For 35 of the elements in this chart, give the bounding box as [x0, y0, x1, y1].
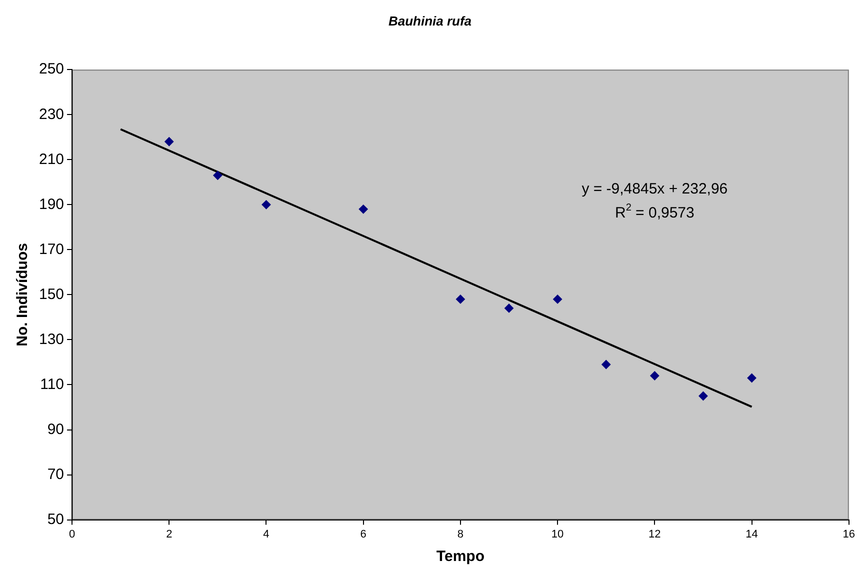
point — [456, 294, 465, 304]
point — [553, 294, 562, 304]
point — [213, 170, 222, 180]
y-tick-label: 50 — [47, 510, 64, 528]
y-tick-label: 170 — [38, 240, 64, 258]
point — [698, 391, 708, 400]
chart-title: Bauhinia rufa — [388, 13, 472, 28]
y-tick-label: 90 — [47, 420, 64, 438]
point — [164, 137, 174, 146]
point — [504, 304, 514, 313]
x-axis-title: Tempo — [436, 548, 484, 566]
x-tick-label: 16 — [842, 528, 856, 540]
point — [747, 373, 756, 382]
y-tick-label: 130 — [38, 330, 64, 348]
x-tick-label: 14 — [746, 528, 758, 540]
x-tick-label: 6 — [360, 528, 366, 540]
x-tick-label: 4 — [263, 528, 270, 540]
y-tick-label: 70 — [47, 466, 64, 483]
point — [358, 204, 368, 214]
x-tick-label: 10 — [551, 528, 564, 540]
point — [262, 200, 271, 210]
y-tick-label: 210 — [38, 150, 64, 168]
y-tick-label: 150 — [38, 286, 64, 303]
x-tick-label: 12 — [648, 528, 661, 540]
x-tick-label: 8 — [457, 528, 464, 540]
y-tick-label: 190 — [38, 196, 64, 213]
point — [602, 360, 611, 369]
y-tick-label: 110 — [40, 376, 64, 393]
annotation: y = -9,4845x + 232,96 — [582, 180, 728, 198]
point — [650, 371, 660, 380]
x-tick-label: 0 — [68, 528, 76, 540]
y-axis-title: No. Indivíduos — [14, 243, 32, 346]
y-tick-label: 230 — [38, 106, 64, 123]
y-tick-label: 250 — [38, 60, 64, 78]
x-tick-label: 2 — [166, 528, 172, 540]
